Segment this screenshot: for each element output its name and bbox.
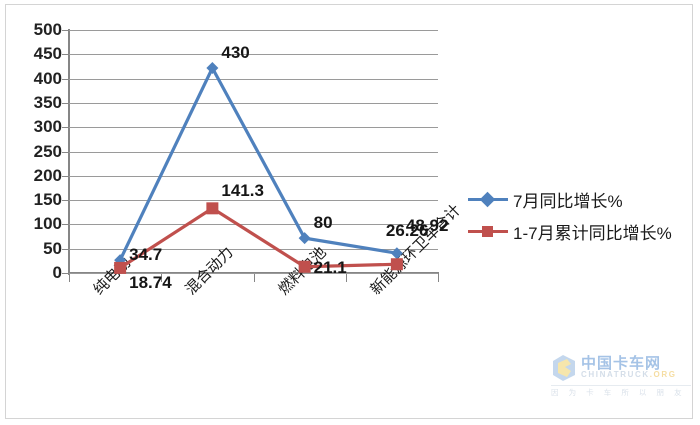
chart-legend: 7月同比增长% 1-7月累计同比增长% bbox=[468, 185, 672, 249]
series-0-marker-1[interactable] bbox=[206, 62, 219, 75]
gridline-50 bbox=[69, 248, 438, 250]
series-1-marker-0[interactable] bbox=[114, 261, 127, 274]
x-tick-0 bbox=[69, 274, 70, 282]
legend-marker-square-icon bbox=[468, 222, 508, 240]
y-tick-400 bbox=[62, 78, 69, 80]
data-label-s0-p3: 48.92 bbox=[405, 216, 449, 236]
y-tick-200 bbox=[62, 175, 69, 177]
legend-marker-diamond-icon bbox=[468, 190, 508, 208]
y-tick-100 bbox=[62, 224, 69, 226]
y-tick-350 bbox=[62, 102, 69, 104]
y-tick-250 bbox=[62, 151, 69, 153]
x-tick-3 bbox=[345, 274, 347, 282]
legend-label-1: 1-7月累计同比增长% bbox=[513, 223, 672, 243]
y-tick-label-200: 200 bbox=[33, 165, 62, 185]
y-axis-labels: 0 50 100 150 200 250 300 350 400 450 500 bbox=[6, 5, 62, 425]
series-1-marker-1[interactable] bbox=[206, 202, 219, 215]
y-tick-300 bbox=[62, 127, 69, 129]
y-tick-label-0: 0 bbox=[52, 263, 62, 282]
y-tick-0 bbox=[62, 273, 69, 274]
y-tick-label-450: 450 bbox=[33, 44, 62, 64]
data-label-s1-p1: 141.3 bbox=[221, 181, 264, 201]
y-tick-label-400: 400 bbox=[33, 68, 62, 88]
gridline-0 bbox=[69, 273, 438, 274]
series-0-marker-2[interactable] bbox=[298, 232, 311, 245]
y-tick-label-250: 250 bbox=[33, 141, 62, 161]
legend-label-0: 7月同比增长% bbox=[513, 191, 623, 211]
x-tick-2 bbox=[253, 274, 255, 282]
data-label-s1-p3: 26.26 bbox=[385, 221, 429, 241]
series-1-marker-2[interactable] bbox=[298, 260, 311, 273]
y-tick-150 bbox=[62, 200, 69, 202]
series-1-marker-3[interactable] bbox=[390, 258, 403, 271]
gridline-200 bbox=[69, 175, 438, 177]
gridline-150 bbox=[69, 200, 438, 202]
gridline-450 bbox=[69, 54, 438, 56]
y-tick-450 bbox=[62, 54, 69, 56]
gridline-250 bbox=[69, 151, 438, 153]
data-label-s0-p1: 430 bbox=[221, 43, 250, 63]
data-label-s0-p0: 34.7 bbox=[129, 245, 163, 265]
gridline-300 bbox=[69, 127, 438, 129]
legend-item-0[interactable]: 7月同比增长% bbox=[468, 185, 672, 213]
gridline-500 bbox=[69, 30, 438, 31]
y-tick-50 bbox=[62, 248, 69, 250]
x-tick-4 bbox=[438, 274, 439, 282]
y-tick-label-150: 150 bbox=[33, 190, 62, 210]
series-line-1 bbox=[119, 206, 397, 270]
series-line-0 bbox=[118, 64, 398, 261]
gridline-350 bbox=[69, 102, 438, 104]
series-layer bbox=[114, 62, 403, 274]
x-tick-1 bbox=[161, 274, 163, 282]
plot-area bbox=[69, 30, 438, 274]
y-tick-label-350: 350 bbox=[33, 92, 62, 112]
legend-item-1[interactable]: 1-7月累计同比增长% bbox=[468, 217, 672, 245]
gridline-400 bbox=[69, 78, 438, 80]
y-tick-label-50: 50 bbox=[43, 238, 62, 258]
y-tick-label-300: 300 bbox=[33, 117, 62, 137]
data-label-s1-p0: 18.74 bbox=[129, 272, 172, 292]
data-label-s0-p2: 80 bbox=[313, 213, 333, 233]
data-label-s1-p2: 21.1 bbox=[313, 257, 347, 277]
y-tick-label-100: 100 bbox=[33, 214, 62, 234]
y-tick-500 bbox=[62, 30, 69, 31]
y-tick-label-500: 500 bbox=[33, 20, 62, 39]
gridline-100 bbox=[69, 224, 438, 226]
series-0-marker-3[interactable] bbox=[390, 247, 403, 260]
